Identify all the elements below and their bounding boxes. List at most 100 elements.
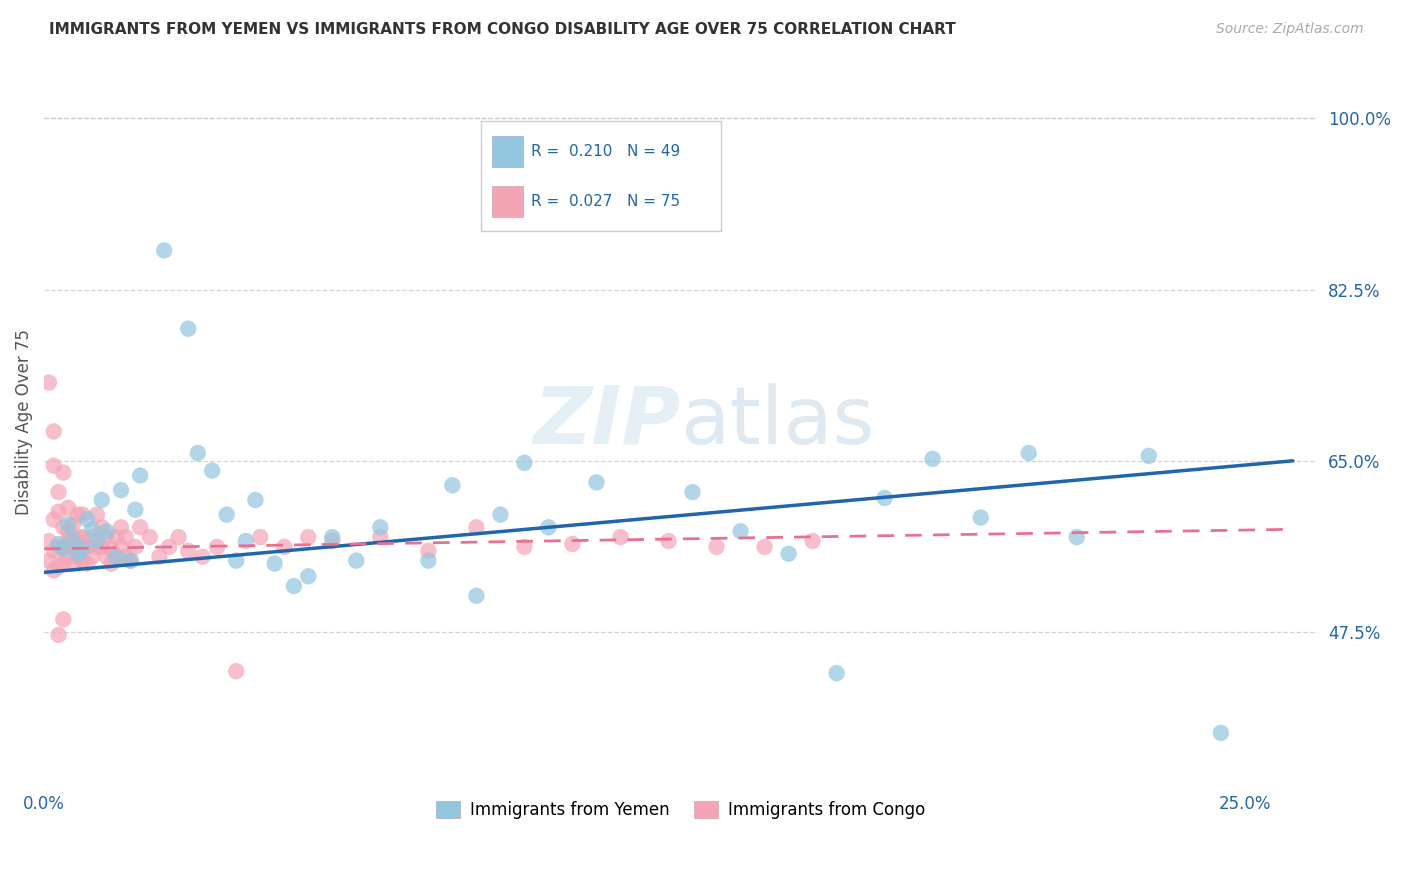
Point (90, 520, 112, 534)
Point (682, 485, 704, 500)
Point (124, 502, 146, 516)
Point (114, 549, 136, 564)
Point (1018, 446, 1040, 460)
Point (205, 540, 228, 554)
Point (148, 549, 170, 564)
Point (368, 530, 391, 544)
Point (297, 569, 319, 583)
Point (321, 530, 343, 544)
Point (561, 537, 583, 551)
Point (62, 532, 84, 546)
Point (873, 491, 896, 505)
Point (730, 524, 752, 539)
Point (297, 530, 319, 544)
Point (110, 483, 132, 498)
Point (86, 508, 108, 522)
Point (52, 557, 75, 571)
Point (321, 534, 343, 549)
Point (177, 544, 200, 558)
Point (42, 425, 65, 439)
Point (969, 510, 991, 524)
Point (52, 540, 75, 554)
Point (263, 557, 285, 571)
Point (96, 549, 118, 564)
Point (921, 451, 943, 466)
Point (754, 540, 776, 554)
Point (66, 508, 89, 522)
Point (48, 537, 70, 551)
Point (153, 244, 176, 258)
Point (225, 554, 247, 568)
Point (105, 549, 128, 564)
Point (465, 589, 488, 603)
Point (418, 544, 440, 558)
Point (825, 666, 848, 681)
Point (38, 376, 60, 390)
Point (48, 559, 70, 574)
Bar (492, 186, 523, 218)
Point (90, 540, 112, 554)
Point (201, 464, 224, 478)
Point (1137, 449, 1160, 463)
Point (609, 530, 631, 544)
Point (48, 628, 70, 642)
Point (245, 492, 267, 507)
FancyBboxPatch shape (481, 120, 721, 231)
Point (52, 466, 75, 480)
Point (52, 541, 75, 556)
Point (129, 468, 152, 483)
Point (66, 549, 89, 564)
Point (76, 557, 98, 571)
Point (38, 534, 60, 549)
Point (72, 508, 94, 522)
Text: IMMIGRANTS FROM YEMEN VS IMMIGRANTS FROM CONGO DISABILITY AGE OVER 75 CORRELATIO: IMMIGRANTS FROM YEMEN VS IMMIGRANTS FROM… (49, 22, 956, 37)
Point (801, 534, 824, 549)
Point (66, 534, 89, 549)
Point (105, 549, 128, 564)
Point (66, 547, 89, 561)
Text: atlas: atlas (681, 383, 875, 460)
Point (273, 540, 295, 554)
Point (42, 458, 65, 473)
Point (215, 508, 238, 522)
Point (167, 530, 190, 544)
Point (56, 524, 79, 539)
Point (513, 540, 536, 554)
Legend: Immigrants from Yemen, Immigrants from Congo: Immigrants from Yemen, Immigrants from C… (430, 795, 931, 826)
Point (110, 520, 132, 534)
Point (96, 530, 118, 544)
Point (283, 579, 305, 593)
Point (235, 534, 257, 549)
Point (114, 530, 136, 544)
Point (129, 520, 152, 534)
Point (465, 520, 488, 534)
Point (48, 505, 70, 519)
Point (100, 541, 122, 556)
Point (96, 524, 118, 539)
Point (441, 478, 464, 492)
Point (706, 540, 728, 554)
Point (100, 557, 122, 571)
Point (72, 541, 94, 556)
Point (778, 547, 800, 561)
Point (368, 520, 391, 534)
Point (139, 530, 162, 544)
Y-axis label: Disability Age Over 75: Disability Age Over 75 (15, 328, 32, 515)
Point (124, 540, 146, 554)
Point (56, 500, 79, 515)
Point (105, 530, 128, 544)
Point (48, 540, 70, 554)
Point (56, 517, 79, 532)
Point (344, 554, 367, 568)
Point (418, 554, 440, 568)
Point (62, 517, 84, 532)
Point (86, 534, 108, 549)
Point (48, 485, 70, 500)
Point (72, 530, 94, 544)
Bar (492, 136, 523, 167)
Point (1209, 726, 1232, 740)
Point (42, 512, 65, 526)
Point (56, 534, 79, 549)
Point (56, 549, 79, 564)
Text: ZIP: ZIP (533, 383, 681, 460)
